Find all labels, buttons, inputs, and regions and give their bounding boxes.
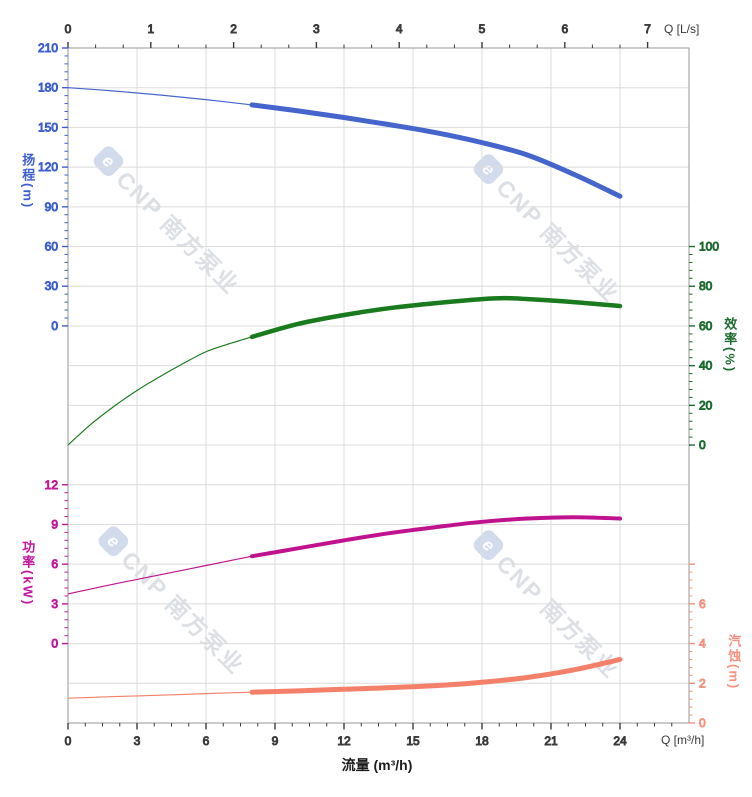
tick-label: 180 (38, 81, 58, 95)
head-axis-title: 扬程(m) (20, 153, 36, 210)
tick-label: 21 (544, 734, 558, 748)
tick-label: 5 (479, 22, 486, 36)
tick-label: 210 (38, 41, 58, 55)
efficiency-axis-title: 效率(%) (722, 317, 738, 374)
tick-label: 0 (51, 319, 58, 333)
top-axis-unit-label: Q [L/s] (664, 22, 700, 36)
curve-power-rated (250, 515, 622, 559)
tick-label: 20 (699, 398, 713, 412)
tick-label: 9 (51, 517, 58, 531)
tick-label: 2 (230, 22, 237, 36)
axis-power: 0 3 6 9 12 (44, 477, 68, 651)
tick-label: 9 (272, 734, 279, 748)
tick-label: 1 (147, 22, 154, 36)
tick-label: 2 (699, 676, 706, 690)
tick-label: 3 (51, 597, 58, 611)
curve-efficiency (67, 295, 623, 446)
tick-label: 60 (45, 240, 59, 254)
tick-label: 15 (406, 734, 420, 748)
tick-label: 6 (561, 22, 568, 36)
curve-npsh-rated (249, 656, 623, 695)
top-axis: 0 1 2 3 4 5 6 7 (64, 22, 652, 48)
tick-label: 90 (45, 200, 59, 214)
tick-label: 100 (699, 240, 719, 254)
power-axis-title: 功率(kW) (20, 540, 36, 607)
bottom-axis: 0 3 6 9 12 15 18 21 24 (64, 723, 673, 749)
tick-label: 0 (65, 734, 72, 748)
tick-label: 4 (396, 22, 403, 36)
tick-label: 3 (134, 734, 141, 748)
tick-label: 12 (45, 478, 59, 492)
tick-label: 18 (475, 734, 489, 748)
curve-head-rated (249, 102, 623, 199)
bottom-axis-unit-label: Q [m³/h] (661, 733, 705, 747)
x-axis-title: 流量 (m³/h) (341, 757, 413, 773)
curve-head (67, 87, 623, 199)
tick-label: 120 (38, 160, 58, 174)
curve-npsh-thin (67, 691, 253, 699)
tick-label: 12 (337, 734, 351, 748)
tick-label: 7 (644, 22, 651, 36)
tick-label: 0 (51, 637, 58, 651)
curve-efficiency-thin (67, 336, 253, 446)
tick-label: 3 (313, 22, 320, 36)
curve-power-thin (67, 555, 253, 595)
tick-label: 0 (699, 716, 706, 730)
tick-label: 6 (699, 597, 706, 611)
tick-label: 60 (699, 319, 713, 333)
axis-npsh: 0 2 4 6 (689, 563, 707, 731)
tick-label: 24 (613, 734, 627, 748)
axis-head: 0 30 60 90 120 150 180 210 (37, 41, 68, 333)
tick-label: 0 (65, 22, 72, 36)
curve-efficiency-rated (249, 295, 623, 340)
tick-label: 0 (699, 438, 706, 452)
tick-label: 4 (699, 637, 706, 651)
tick-label: 40 (699, 359, 713, 373)
tick-label: 6 (51, 557, 58, 571)
tick-label: 6 (203, 734, 210, 748)
npsh-axis-title: 汽蚀(m) (726, 634, 742, 691)
plot-border (67, 47, 690, 724)
curve-npsh (67, 656, 623, 699)
tick-label: 150 (38, 120, 58, 134)
curve-head-thin (67, 87, 253, 106)
tick-label: 80 (699, 279, 713, 293)
tick-label: 30 (45, 279, 59, 293)
gridlines (68, 48, 689, 723)
axis-efficiency: 0 20 40 60 80 100 (689, 239, 720, 453)
curve-power (67, 515, 622, 595)
